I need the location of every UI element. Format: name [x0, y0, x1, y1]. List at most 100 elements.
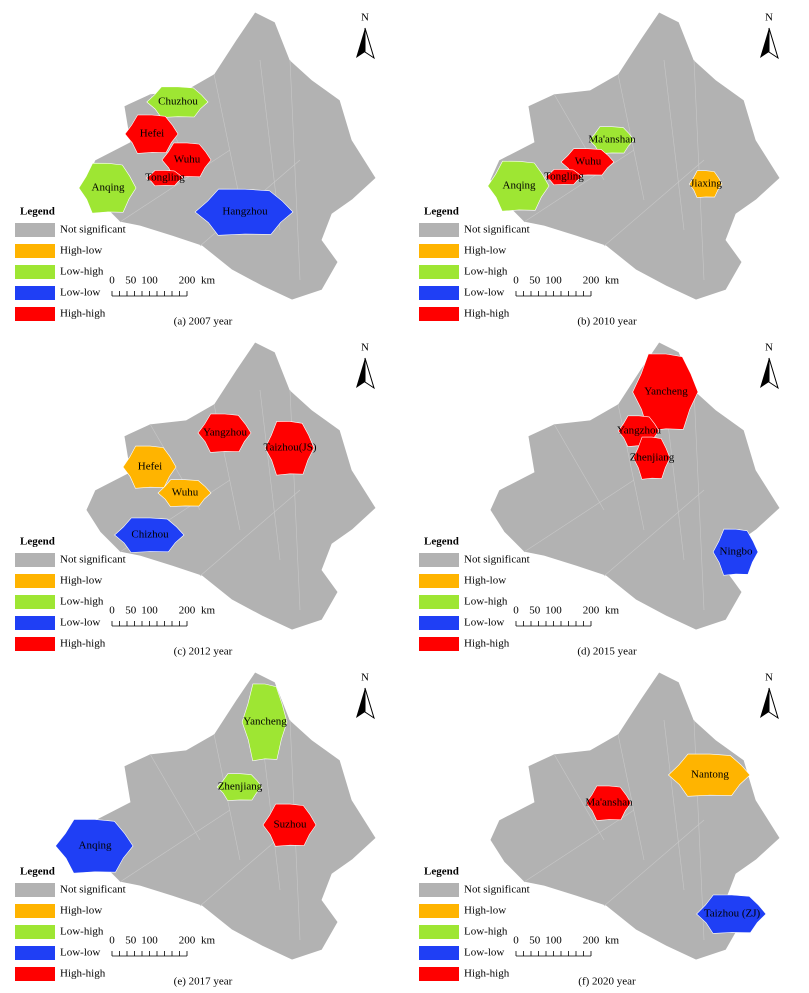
legend-swatch: [419, 307, 459, 321]
legend-title: Legend: [424, 866, 459, 878]
scale-label: 200: [179, 275, 196, 287]
scale-label: 200: [583, 935, 600, 947]
boundary: [553, 753, 605, 841]
region: [262, 803, 317, 847]
boundary: [213, 73, 241, 201]
region-label: Ningbo: [720, 546, 754, 558]
region-label: Ma'anshan: [585, 797, 633, 809]
legend-label: Low-high: [60, 266, 104, 278]
map-panel: Ma'anshan Wuhu Tongling Anqing Jiaxing N Legen…: [419, 11, 781, 328]
legend-swatch: [419, 925, 459, 939]
region-label: Taizhou(JS): [264, 442, 317, 454]
region-label: Zhenjiang: [630, 452, 675, 464]
legend-label: Low-low: [60, 287, 100, 299]
region: [689, 170, 723, 198]
legend-label: Low-high: [60, 926, 104, 938]
legend-swatch: [15, 904, 55, 918]
scale-label: 0: [109, 605, 115, 617]
north-arrow: [760, 358, 769, 388]
scale-unit: km: [201, 605, 216, 617]
scale-label: 100: [141, 605, 158, 617]
legend-label: High-low: [60, 575, 102, 587]
legend-label: Low-high: [464, 926, 508, 938]
legend-label: High-high: [464, 308, 510, 320]
region: [145, 170, 184, 187]
region: [544, 169, 583, 186]
region: [216, 773, 263, 801]
scale-label: 0: [513, 275, 519, 287]
legend-swatch: [15, 574, 55, 588]
region: [194, 188, 294, 236]
region-label: Chizhou: [131, 529, 169, 541]
legend-swatch: [419, 286, 459, 300]
legend-label: Not significant: [464, 224, 530, 236]
legend-label: Not significant: [60, 884, 126, 896]
map-panel: Nantong Ma'anshan Taizhou (ZJ) N Legend Not s…: [419, 671, 781, 988]
boundary: [663, 59, 685, 231]
legend-swatch: [419, 223, 459, 237]
legend-label: Not significant: [464, 884, 530, 896]
legend-label: High-low: [60, 245, 102, 257]
region: [560, 148, 615, 176]
legend-label: Low-low: [464, 947, 504, 959]
north-arrow: [364, 357, 375, 390]
north-arrow: [768, 357, 779, 390]
north-arrow: [768, 687, 779, 720]
legend-label: High-low: [464, 245, 506, 257]
caption: (e) 2017 year: [174, 976, 233, 988]
north-arrow: [356, 28, 365, 58]
region: [667, 753, 751, 797]
legend-label: Low-low: [60, 947, 100, 959]
legend-swatch: [15, 265, 55, 279]
scale-unit: km: [605, 605, 620, 617]
legend-label: Low-low: [60, 617, 100, 629]
legend-label: Low-high: [464, 596, 508, 608]
boundary: [617, 733, 645, 861]
legend-label: Low-high: [464, 266, 508, 278]
scale-label: 50: [125, 605, 137, 617]
north-arrow: [760, 688, 769, 718]
legend-label: Not significant: [464, 554, 530, 566]
scale-label: 100: [545, 275, 562, 287]
boundary: [119, 809, 231, 883]
caption: (c) 2012 year: [174, 646, 233, 658]
caption: (d) 2015 year: [577, 646, 637, 658]
region: [588, 126, 635, 154]
boundary: [693, 389, 705, 611]
boundary: [289, 59, 301, 281]
scale-label: 100: [141, 275, 158, 287]
scale-label: 50: [125, 275, 137, 287]
region-label: Suzhou: [274, 819, 308, 831]
legend-label: Low-high: [60, 596, 104, 608]
legend-swatch: [419, 904, 459, 918]
boundary: [663, 719, 685, 891]
region-label: Yangzhou: [617, 425, 662, 437]
region: [55, 818, 134, 874]
scale-label: 100: [545, 935, 562, 947]
boundary: [603, 819, 705, 907]
caption: (f) 2020 year: [578, 976, 636, 988]
region: [124, 114, 179, 154]
legend-label: High-low: [60, 905, 102, 917]
region-label: Ma'anshan: [588, 134, 636, 146]
region: [487, 160, 550, 212]
legend-swatch: [15, 223, 55, 237]
region: [197, 413, 252, 453]
scale-label: 200: [179, 935, 196, 947]
region-label: Nantong: [691, 769, 729, 781]
region-label: Yancheng: [243, 716, 287, 728]
north-arrow: [768, 27, 779, 60]
legend-title: Legend: [424, 206, 459, 218]
legend-title: Legend: [20, 206, 55, 218]
boundary: [199, 489, 301, 577]
legend-swatch: [419, 553, 459, 567]
region-label: Wuhu: [575, 156, 602, 168]
region-label: Zhenjiang: [218, 781, 263, 793]
boundary: [523, 809, 635, 883]
region: [632, 436, 671, 480]
scale-label: 0: [109, 275, 115, 287]
boundary: [523, 479, 635, 553]
legend-swatch: [419, 244, 459, 258]
legend-swatch: [15, 946, 55, 960]
